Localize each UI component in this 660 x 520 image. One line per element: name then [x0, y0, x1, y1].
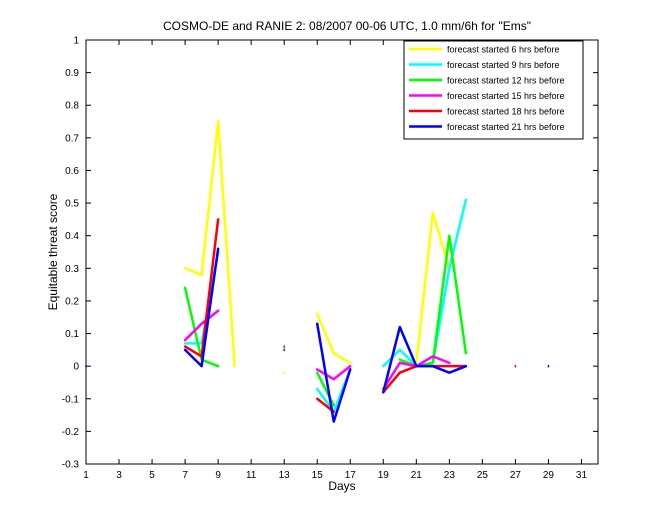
x-axis-label: Days: [328, 479, 355, 493]
y-tick-label: -0.1: [62, 394, 80, 405]
series-line-segment: [315, 364, 352, 381]
y-tick-label: 0: [73, 362, 79, 373]
x-tick-label: 27: [510, 470, 522, 481]
x-tick-label: 17: [345, 470, 357, 481]
series-line-segment: [382, 325, 468, 394]
x-tick-label: 7: [182, 470, 188, 481]
legend-entry-label: forecast started 18 hrs before: [447, 107, 565, 117]
legend-entry-label: forecast started 15 hrs before: [447, 91, 565, 101]
y-axis-label: Equitable threat score: [46, 193, 60, 310]
y-tick-label: 0.5: [65, 199, 79, 210]
y-tick-label: -0.2: [62, 427, 80, 438]
x-tick-label: 3: [116, 470, 122, 481]
series-line-segment: [183, 120, 236, 368]
series-layer: [85, 120, 550, 423]
y-tick-label: 0.8: [65, 101, 79, 112]
legend-entry-label: forecast started 21 hrs before: [447, 122, 565, 132]
y-tick-label: 0.7: [65, 133, 79, 144]
series-line-segment: [315, 312, 352, 365]
x-tick-label: 15: [312, 470, 324, 481]
y-tick-label: 0.4: [65, 231, 79, 242]
y-tick-label: 0.2: [65, 296, 79, 307]
x-tick-label: 19: [378, 470, 390, 481]
x-tick-label: 9: [215, 470, 221, 481]
x-tick-label: 25: [477, 470, 489, 481]
x-tick-label: 31: [576, 470, 588, 481]
axes: 1 3 5 7 9 11 13 15 17 19 21 23 25 27 29 31-0.3-0.2-0.10…: [62, 36, 598, 481]
series-line-segment: [183, 309, 220, 342]
chart-title: COSMO-DE and RANIE 2: 08/2007 00-06 UTC,…: [163, 19, 531, 33]
y-tick-label: 0.1: [65, 329, 79, 340]
legend-box: [403, 40, 584, 140]
series-line-segment: [315, 322, 352, 423]
series-line-segment: [183, 247, 220, 368]
y-tick-label: 0.9: [65, 68, 79, 79]
x-tick-label: 11: [246, 470, 257, 481]
y-tick-label: 0.3: [65, 264, 79, 275]
x-tick-label: 29: [543, 470, 555, 481]
y-tick-label: -0.3: [62, 460, 80, 471]
x-tick-label: 21: [411, 470, 423, 481]
y-tick-label: 0.6: [65, 166, 79, 177]
legend: forecast started 6 hrs before forecast st…: [403, 40, 584, 140]
x-tick-label: 5: [149, 470, 155, 481]
legend-entry-label: forecast started 6 hrs before: [447, 45, 560, 55]
y-tick-label: 1: [73, 36, 79, 47]
x-tick-label: 13: [279, 470, 291, 481]
legend-entry-label: forecast started 9 hrs before: [447, 60, 560, 70]
series-6: [85, 247, 550, 423]
x-tick-label: 23: [444, 470, 456, 481]
series-line-segment: [183, 218, 220, 358]
x-tick-label: 1: [83, 470, 89, 481]
legend-entry-label: forecast started 12 hrs before: [447, 76, 565, 86]
